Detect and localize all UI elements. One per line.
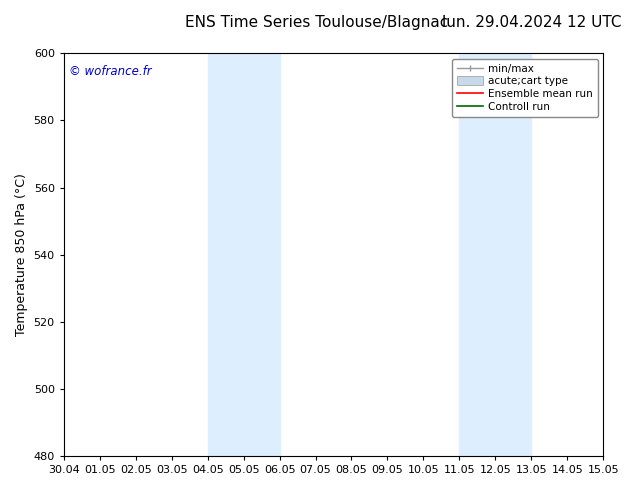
Legend: min/max, acute;cart type, Ensemble mean run, Controll run: min/max, acute;cart type, Ensemble mean …	[451, 58, 598, 117]
Bar	[208, 53, 280, 456]
Bar	[460, 53, 531, 456]
Text: lun. 29.04.2024 12 UTC: lun. 29.04.2024 12 UTC	[442, 15, 621, 30]
Text: ENS Time Series Toulouse/Blagnac: ENS Time Series Toulouse/Blagnac	[185, 15, 449, 30]
Y-axis label: Temperature 850 hPa (°C): Temperature 850 hPa (°C)	[15, 173, 28, 336]
Text: © wofrance.fr: © wofrance.fr	[69, 65, 152, 78]
